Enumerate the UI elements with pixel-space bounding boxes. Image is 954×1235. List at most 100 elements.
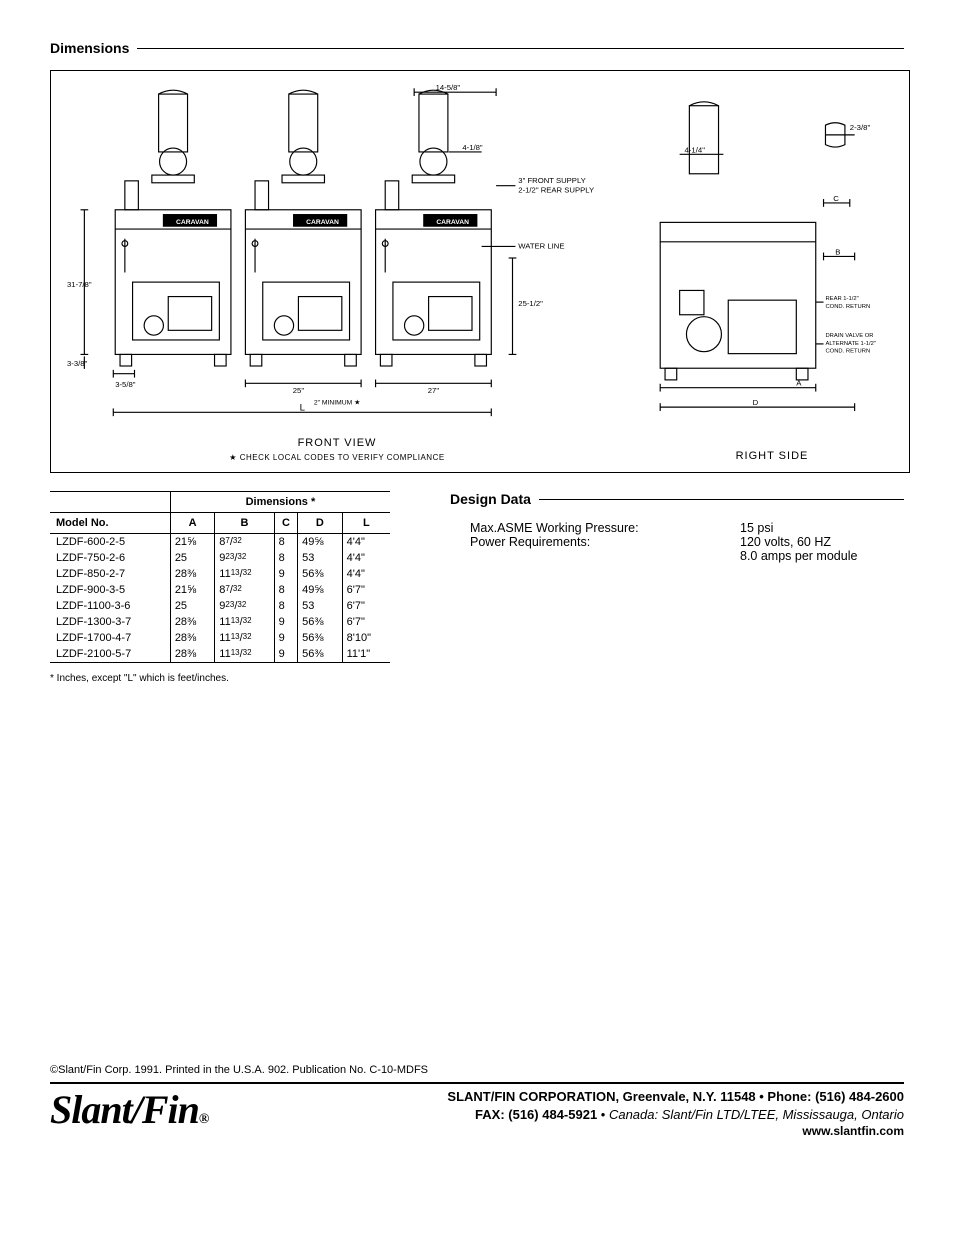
svg-text:WATER LINE: WATER LINE — [518, 241, 564, 250]
table-cell: 56⅜ — [298, 646, 342, 663]
copyright: ©Slant/Fin Corp. 1991. Printed in the U.… — [50, 1064, 904, 1076]
design-value: 15 psi — [740, 521, 904, 535]
table-cell: 1113/32 — [215, 614, 274, 630]
design-data: Design Data Max.ASME Working Pressure: 15… — [450, 491, 904, 563]
table-cell: LZDF-2100-5-7 — [50, 646, 170, 663]
table-column-header: D — [298, 513, 342, 534]
table-cell: 21⅝ — [170, 534, 214, 551]
table-cell: 9 — [274, 614, 297, 630]
design-value: 120 volts, 60 HZ — [740, 535, 904, 549]
table-row: LZDF-2100-5-728⅜1113/32956⅜11'1" — [50, 646, 390, 663]
svg-text:2" MINIMUM ★: 2" MINIMUM ★ — [314, 399, 360, 407]
dimensions-title: Dimensions — [50, 40, 129, 56]
footer-rule — [50, 1082, 904, 1084]
table-cell: 25 — [170, 550, 214, 566]
dimensions-header: Dimensions — [50, 40, 904, 56]
table-cell: 6'7" — [342, 582, 390, 598]
dimension-drawing: 14-5/8" 4-1/8" 3" FRONT SUPPLY 2-1/2" RE… — [50, 70, 910, 473]
svg-text:C: C — [833, 194, 839, 203]
table-cell: 8 — [274, 582, 297, 598]
table-column-header: C — [274, 513, 297, 534]
svg-text:CARAVAN: CARAVAN — [176, 219, 209, 226]
svg-text:D: D — [753, 398, 759, 407]
table-cell: LZDF-1700-4-7 — [50, 630, 170, 646]
slantfin-logo: Slant/Fin® — [50, 1088, 208, 1128]
svg-text:DRAIN VALVE OR: DRAIN VALVE OR — [825, 333, 873, 339]
design-key: Power Requirements: — [470, 535, 730, 549]
table-cell: 28⅜ — [170, 566, 214, 582]
right-side-view: 4-1/4" 2-3/8" C B REAR 1 — [647, 96, 897, 462]
table-cell: 11'1" — [342, 646, 390, 663]
table-cell: 1113/32 — [215, 566, 274, 582]
front-view: 14-5/8" 4-1/8" 3" FRONT SUPPLY 2-1/2" RE… — [67, 83, 607, 462]
table-cell: 25 — [170, 598, 214, 614]
design-data-title: Design Data — [450, 491, 531, 507]
table-cell: LZDF-1300-3-7 — [50, 614, 170, 630]
right-side-svg: 4-1/4" 2-3/8" C B REAR 1 — [647, 96, 897, 446]
design-key — [470, 549, 730, 563]
front-view-label: FRONT VIEW — [67, 437, 607, 449]
table-cell: LZDF-900-3-5 — [50, 582, 170, 598]
table-cell: 49⅝ — [298, 582, 342, 598]
table-cell: 4'4" — [342, 566, 390, 582]
table-cell: LZDF-600-2-5 — [50, 534, 170, 551]
table-cell: LZDF-850-2-7 — [50, 566, 170, 582]
table-cell: 9 — [274, 646, 297, 663]
table-cell: 53 — [298, 598, 342, 614]
table-cell: 4'4" — [342, 550, 390, 566]
table-cell: LZDF-1100-3-6 — [50, 598, 170, 614]
front-view-svg: 14-5/8" 4-1/8" 3" FRONT SUPPLY 2-1/2" RE… — [67, 83, 607, 433]
table-row: LZDF-600-2-521⅝87/32849⅝4'4" — [50, 534, 390, 551]
svg-text:ALTERNATE 1-1/2": ALTERNATE 1-1/2" — [825, 341, 875, 347]
svg-text:A: A — [796, 379, 802, 388]
table-cell: 9 — [274, 566, 297, 582]
dimensions-table-wrap: Dimensions * Model No.ABCDL LZDF-600-2-5… — [50, 491, 390, 684]
table-footnote: * Inches, except "L" which is feet/inche… — [50, 673, 390, 684]
svg-text:COND. RETURN: COND. RETURN — [825, 304, 870, 310]
svg-text:REAR 1-1/2": REAR 1-1/2" — [825, 296, 858, 302]
design-key: Max.ASME Working Pressure: — [470, 521, 730, 535]
table-row: LZDF-900-3-521⅝87/32849⅝6'7" — [50, 582, 390, 598]
table-cell: 8'10" — [342, 630, 390, 646]
svg-text:25-1/2": 25-1/2" — [518, 299, 543, 308]
table-column-header: Model No. — [50, 513, 170, 534]
table-cell: 8 — [274, 550, 297, 566]
table-row: LZDF-1100-3-625923/328536'7" — [50, 598, 390, 614]
svg-text:COND. RETURN: COND. RETURN — [825, 349, 870, 355]
table-cell: 56⅜ — [298, 614, 342, 630]
table-cell: 6'7" — [342, 598, 390, 614]
table-cell: 56⅜ — [298, 630, 342, 646]
right-side-label: RIGHT SIDE — [647, 450, 897, 462]
table-cell: 9 — [274, 630, 297, 646]
rule — [137, 48, 904, 49]
table-cell: 21⅝ — [170, 582, 214, 598]
website: www.slantfin.com — [228, 1123, 904, 1139]
table-cell: 1113/32 — [215, 630, 274, 646]
svg-text:3-3/8": 3-3/8" — [67, 359, 88, 368]
table-cell: 4'4" — [342, 534, 390, 551]
table-cell: 923/32 — [215, 550, 274, 566]
table-cell: 87/32 — [215, 534, 274, 551]
table-column-header: A — [170, 513, 214, 534]
table-group-header: Dimensions * — [170, 492, 390, 513]
dimensions-table: Dimensions * Model No.ABCDL LZDF-600-2-5… — [50, 491, 390, 663]
table-cell: 8 — [274, 534, 297, 551]
address-line-2: FAX: (516) 484-5921 • Canada: Slant/Fin … — [228, 1106, 904, 1124]
table-cell: 28⅜ — [170, 614, 214, 630]
svg-text:CARAVAN: CARAVAN — [306, 219, 339, 226]
svg-text:27": 27" — [428, 386, 440, 395]
compliance-note: ★ CHECK LOCAL CODES TO VERIFY COMPLIANCE — [67, 453, 607, 462]
svg-text:31-7/8": 31-7/8" — [67, 280, 92, 289]
table-cell: 87/32 — [215, 582, 274, 598]
table-row: LZDF-1700-4-728⅜1113/32956⅜8'10" — [50, 630, 390, 646]
table-cell: LZDF-750-2-6 — [50, 550, 170, 566]
rule — [539, 499, 904, 500]
svg-text:B: B — [835, 247, 840, 256]
table-cell: 49⅝ — [298, 534, 342, 551]
svg-text:25": 25" — [293, 386, 305, 395]
table-row: LZDF-850-2-728⅜1113/32956⅜4'4" — [50, 566, 390, 582]
svg-text:2-3/8": 2-3/8" — [850, 123, 871, 132]
page-footer: ©Slant/Fin Corp. 1991. Printed in the U.… — [50, 1064, 904, 1139]
table-cell: 8 — [274, 598, 297, 614]
svg-text:4-1/4": 4-1/4" — [685, 145, 706, 154]
